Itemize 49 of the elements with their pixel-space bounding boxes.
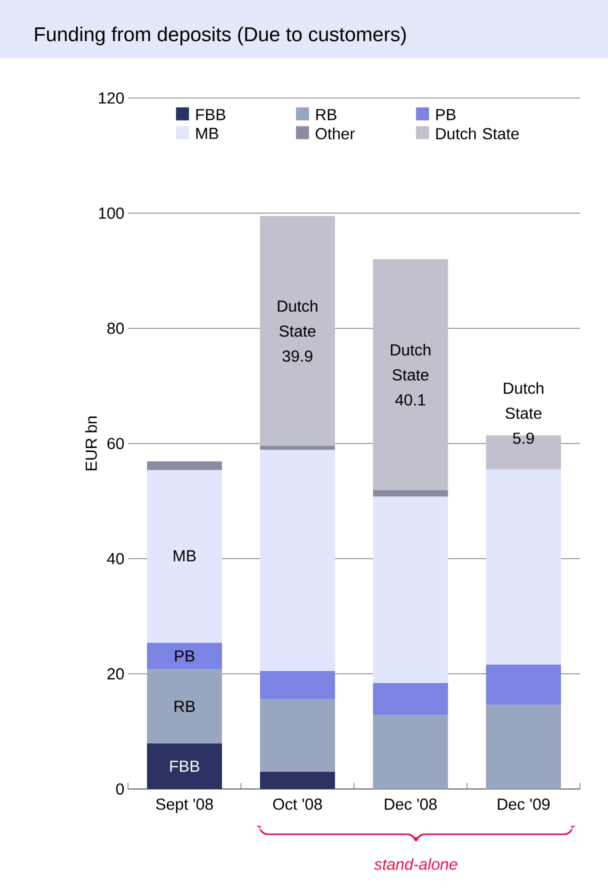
text: Dutch State xyxy=(504,382,544,419)
text: Dutch State xyxy=(390,344,430,381)
bar xyxy=(486,704,561,789)
bar xyxy=(260,670,335,700)
bar xyxy=(260,450,335,671)
bar xyxy=(260,772,335,789)
x-tick-label: Oct '08 xyxy=(273,798,322,810)
bar xyxy=(147,461,222,470)
y-tick-label: 60 xyxy=(107,438,124,450)
bar xyxy=(147,470,222,643)
legend-label: Dutch State xyxy=(436,128,519,140)
text: Dutch State xyxy=(278,300,318,337)
x-tick-label: Dec '08 xyxy=(384,798,437,810)
bar xyxy=(486,664,561,705)
data-label: 5.9 xyxy=(513,432,534,444)
data-label: 40.1 xyxy=(395,394,426,406)
bar xyxy=(486,469,561,665)
legend-label: FBB xyxy=(196,109,226,120)
legend-label: PB xyxy=(436,109,456,120)
bar xyxy=(147,642,222,670)
x-tick-label: Sept '08 xyxy=(156,798,213,814)
y-tick-label: 120 xyxy=(98,92,124,104)
chart-title: Funding from deposits (Due to customers) xyxy=(35,26,406,46)
y-tick-label: 0 xyxy=(116,783,124,795)
annotation: PB xyxy=(175,650,194,662)
legend-label: Other xyxy=(316,128,355,140)
bar xyxy=(260,699,335,772)
x-tick-label: Dec '09 xyxy=(498,798,550,810)
bar xyxy=(372,259,448,490)
annotation: MB xyxy=(174,550,196,562)
bar xyxy=(260,446,335,450)
legend-label: RB xyxy=(316,109,336,120)
bar xyxy=(147,744,222,789)
bar xyxy=(260,216,335,446)
text: stand-alone xyxy=(374,858,458,870)
annotation: FBB xyxy=(170,760,200,772)
y-tick-label: 80 xyxy=(107,322,124,334)
bar xyxy=(372,715,448,789)
legend-label: MB xyxy=(196,128,218,139)
bar xyxy=(372,496,448,684)
y-tick-label: 40 xyxy=(107,553,124,564)
y-axis-title: EUR bn xyxy=(85,416,97,470)
bar xyxy=(372,490,448,496)
bar xyxy=(372,683,448,716)
y-tick-label: 100 xyxy=(98,208,124,219)
bar xyxy=(147,669,222,744)
annotation: RB xyxy=(174,700,195,712)
data-label: 39.9 xyxy=(282,350,312,362)
y-tick-label: 20 xyxy=(107,668,124,680)
